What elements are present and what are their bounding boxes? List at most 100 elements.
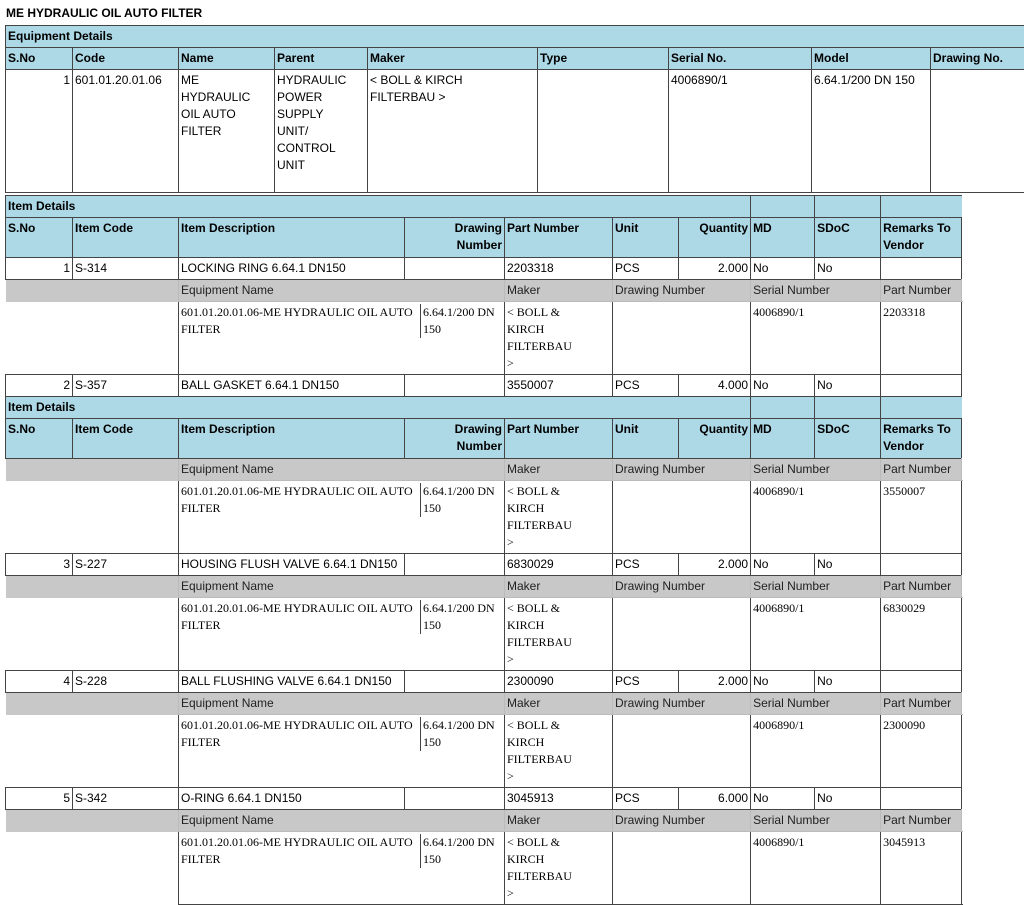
item-drawing-number: [405, 258, 505, 280]
equipment-type: [538, 70, 669, 193]
sub-equipment-name: 601.01.20.01.06-ME HYDRAULIC OIL AUTO FI…: [179, 715, 505, 788]
equipment-parent: HYDRAULIC POWER SUPPLY UNIT/ CONTROL UNI…: [275, 70, 368, 193]
sub-header: Part Number: [881, 576, 962, 598]
sub-header: Part Number: [881, 810, 962, 832]
col-header: Type: [538, 48, 669, 70]
sub-header: Serial Number: [751, 576, 881, 598]
item-md: No: [751, 788, 815, 810]
sub-header: Maker: [505, 693, 613, 715]
item-col-header: Item Code: [73, 419, 179, 459]
item-drawing-number: [405, 671, 505, 693]
equipment-sno: 1: [6, 70, 73, 193]
item-col-header: SDoC: [815, 419, 881, 459]
sub-header: Serial Number: [751, 459, 881, 481]
sub-part-number: 2300090: [881, 715, 962, 788]
col-header: Maker: [368, 48, 538, 70]
item-row: 2 S-357 BALL GASKET 6.64.1 DN150 3550007…: [6, 375, 962, 397]
sub-header: Serial Number: [751, 810, 881, 832]
sub-header: Drawing Number: [613, 810, 751, 832]
item-col-header: Part Number: [505, 419, 613, 459]
item-unit: PCS: [613, 671, 679, 693]
item-sdoc: No: [815, 375, 881, 397]
sub-indent: [6, 481, 179, 554]
item-quantity: 4.000: [679, 375, 751, 397]
item-row: 3 S-227 HOUSING FLUSH VALVE 6.64.1 DN150…: [6, 554, 962, 576]
sub-header: Maker: [505, 576, 613, 598]
sub-equipment-name-text: 601.01.20.01.06-ME HYDRAULIC OIL AUTO FI…: [181, 717, 420, 751]
equipment-drawing: [931, 70, 1024, 193]
item-drawing-number: [405, 788, 505, 810]
item-col-header: Item Description: [179, 419, 405, 459]
sub-header: Equipment Name: [179, 459, 505, 481]
sub-indent: [6, 576, 179, 598]
item-col-header: S.No: [6, 419, 73, 459]
sub-maker: < BOLL & KIRCH FILTERBAU >: [505, 481, 613, 554]
item-section-label: Item Details: [6, 397, 751, 419]
sub-equipment-name-text: 601.01.20.01.06-ME HYDRAULIC OIL AUTO FI…: [181, 304, 420, 338]
equipment-serial: 4006890/1: [669, 70, 812, 193]
equipment-table: Equipment Details S.No Code Name Parent …: [5, 25, 1024, 193]
sub-indent: [6, 302, 179, 375]
col-header: Name: [179, 48, 275, 70]
item-col-header: Unit: [613, 419, 679, 459]
sub-equipment-name: 601.01.20.01.06-ME HYDRAULIC OIL AUTO FI…: [179, 832, 505, 905]
sub-indent: [6, 598, 179, 671]
item-row: 1 S-314 LOCKING RING 6.64.1 DN150 220331…: [6, 258, 962, 280]
sub-part-number: 3550007: [881, 481, 962, 554]
section-spacer: [881, 196, 962, 218]
sub-header: Maker: [505, 810, 613, 832]
item-part-number: 2300090: [505, 671, 613, 693]
item-sno: 3: [6, 554, 73, 576]
sub-indent: [6, 693, 179, 715]
sub-model: 6.64.1/200 DN 150: [420, 483, 502, 517]
section-spacer: [815, 196, 881, 218]
sub-drawing-number: [613, 832, 751, 905]
sub-model: 6.64.1/200 DN 150: [420, 600, 502, 634]
equipment-model: 6.64.1/200 DN 150: [812, 70, 931, 193]
sub-header: Equipment Name: [179, 810, 505, 832]
col-header: Model: [812, 48, 931, 70]
sub-drawing-number: [613, 481, 751, 554]
item-unit: PCS: [613, 554, 679, 576]
sub-maker: < BOLL & KIRCH FILTERBAU >: [505, 302, 613, 375]
item-part-number: 3045913: [505, 788, 613, 810]
sub-maker: < BOLL & KIRCH FILTERBAU >: [505, 832, 613, 905]
item-quantity: 2.000: [679, 554, 751, 576]
item-description: BALL GASKET 6.64.1 DN150: [179, 375, 405, 397]
item-sno: 2: [6, 375, 73, 397]
item-col-header: SDoC: [815, 218, 881, 258]
item-sno: 1: [6, 258, 73, 280]
item-quantity: 6.000: [679, 788, 751, 810]
sub-header: Maker: [505, 280, 613, 302]
item-col-header: Item Description: [179, 218, 405, 258]
item-md: No: [751, 258, 815, 280]
sub-equipment-name: 601.01.20.01.06-ME HYDRAULIC OIL AUTO FI…: [179, 598, 505, 671]
item-unit: PCS: [613, 258, 679, 280]
sub-equipment-name-text: 601.01.20.01.06-ME HYDRAULIC OIL AUTO FI…: [181, 483, 420, 517]
sub-maker: < BOLL & KIRCH FILTERBAU >: [505, 598, 613, 671]
item-code: S-228: [73, 671, 179, 693]
section-spacer: [881, 397, 962, 419]
page-title: ME HYDRAULIC OIL AUTO FILTER: [6, 6, 202, 20]
item-col-header: Unit: [613, 218, 679, 258]
sub-serial-number: 4006890/1: [751, 715, 881, 788]
item-remarks: [881, 258, 962, 280]
col-header: Serial No.: [669, 48, 812, 70]
item-code: S-342: [73, 788, 179, 810]
item-description: BALL FLUSHING VALVE 6.64.1 DN150: [179, 671, 405, 693]
section-spacer: [751, 196, 815, 218]
item-col-header: MD: [751, 218, 815, 258]
item-md: No: [751, 671, 815, 693]
item-col-header: Remarks To Vendor: [881, 218, 962, 258]
item-col-header: Drawing Number: [405, 419, 505, 459]
sub-model: 6.64.1/200 DN 150: [420, 304, 502, 338]
sub-equipment-name: 601.01.20.01.06-ME HYDRAULIC OIL AUTO FI…: [179, 302, 505, 375]
item-drawing-number: [405, 375, 505, 397]
item-col-header: Quantity: [679, 419, 751, 459]
item-code: S-227: [73, 554, 179, 576]
sub-indent: [6, 810, 179, 832]
item-unit: PCS: [613, 788, 679, 810]
item-sdoc: No: [815, 788, 881, 810]
sub-header: Part Number: [881, 459, 962, 481]
